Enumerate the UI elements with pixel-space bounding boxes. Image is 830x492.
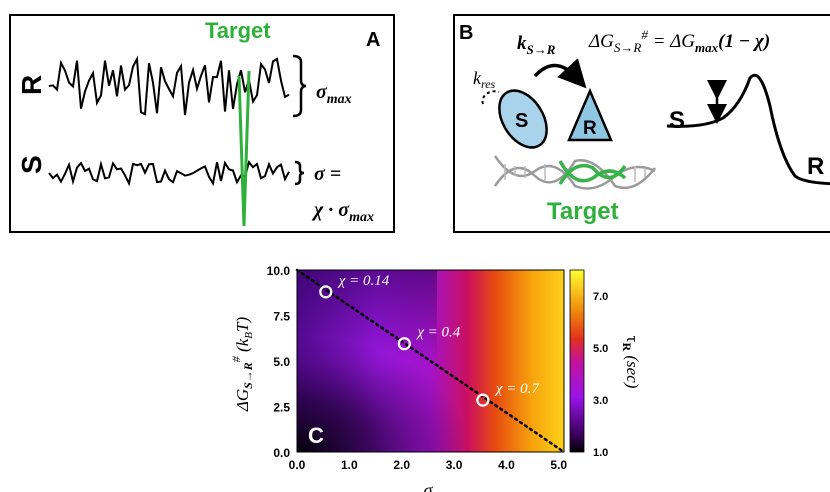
s-brace: [294, 160, 305, 186]
y-tick-label: 10.0: [267, 264, 291, 278]
panel-b: B kS→R ΔGS→R# = ΔGmax(1 − χ) kres S R: [453, 14, 830, 233]
chi-label-2: χ = 0.7: [494, 381, 540, 397]
dotted-line: [295, 268, 566, 454]
panel-b-canvas: B kS→R ΔGS→R# = ΔGmax(1 − χ) kres S R: [459, 22, 830, 225]
signal-label-s: S: [16, 155, 47, 174]
sigma-max-label: σmax: [316, 81, 352, 107]
target-label-a: Target: [205, 18, 271, 43]
k-res-arc: [481, 90, 500, 105]
sigma-equation-line1: σ =: [314, 163, 341, 185]
x-tick-label: 2.0: [393, 458, 410, 472]
state-s-oval: [498, 89, 548, 149]
state-r-triangle: [567, 87, 613, 142]
x-tick-label: 0.0: [289, 458, 306, 472]
x-tick-label: 3.0: [446, 458, 463, 472]
x-tick-label: 1.0: [341, 458, 358, 472]
rate-constant: kS→R: [517, 33, 556, 57]
target-label-b: Target: [547, 198, 619, 225]
k-res-label: kres: [473, 68, 496, 91]
chi-point-2: [476, 393, 490, 407]
energy-landscape: [666, 73, 830, 186]
sigma-equation-line2: χ · σmax: [311, 199, 374, 225]
panel-c-label: C: [308, 423, 324, 448]
r-brace: [292, 54, 307, 118]
landscape-r-label: R: [807, 153, 824, 180]
colorbar-tick-label: 1.0: [593, 447, 608, 459]
svg-text:τR (sec): τR (sec): [620, 336, 642, 389]
panel-b-label: B: [459, 22, 473, 44]
y-tick-label: 7.5: [273, 310, 290, 324]
colorbar-title: τR (sec): [620, 336, 642, 389]
panel-a-canvas: A Target R S σmax σ = χ · σmax: [16, 18, 380, 227]
colorbar-tick-label: 7.0: [593, 291, 608, 303]
chi-label-0: χ = 0.14: [337, 273, 390, 289]
chi-label-1: χ = 0.4: [415, 325, 460, 341]
svg-text:ΔGS→R# (kBT): ΔGS→R# (kBT): [229, 317, 255, 413]
x-tick-label: 5.0: [550, 458, 567, 472]
s-signal-trace: [48, 160, 290, 187]
colorbar-tick-label: 5.0: [593, 343, 608, 355]
state-s-label: S: [515, 110, 528, 132]
dna-helix: [493, 155, 656, 190]
y-axis-label: ΔGS→R# (kBT): [229, 317, 255, 413]
panel-a-label: A: [366, 29, 380, 51]
chi-point-0: [319, 285, 333, 299]
plot-frame: [296, 269, 565, 453]
y-tick-label: 5.0: [273, 355, 290, 369]
r-signal-trace: [48, 55, 290, 116]
conversion-arrow: [533, 58, 587, 89]
target-spike-a: [237, 70, 251, 227]
free-energy-equation: ΔGS→R# = ΔGmax(1 − χ): [588, 27, 770, 55]
y-tick-label: 0.0: [273, 446, 290, 460]
landscape-s-label: S: [669, 107, 685, 134]
state-r-label: R: [583, 118, 597, 139]
signal-label-r: R: [16, 75, 47, 95]
colorbar-tick-label: 3.0: [593, 395, 608, 407]
chi-point-1: [397, 337, 411, 351]
colorbar: [569, 269, 585, 453]
x-axis-label: σ: [424, 480, 434, 492]
y-tick-label: 2.5: [273, 401, 290, 415]
x-tick-label: 4.0: [498, 458, 515, 472]
panel-a: A Target R S σmax σ = χ · σmax: [9, 14, 395, 233]
heatmap-chart: χ = 0.14 χ = 0.4 χ = 0.7 10.0 7.5 5.0 2.5 0.00.…: [229, 264, 642, 492]
